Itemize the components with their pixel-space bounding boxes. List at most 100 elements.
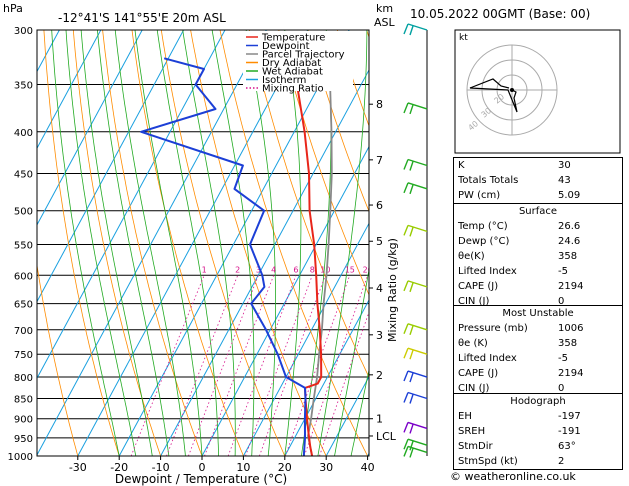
mixing-ratio-label: 4: [271, 265, 276, 274]
dry-adiabat: [102, 30, 203, 456]
wind-barb: [403, 347, 428, 360]
hodo-row: EH -197: [454, 409, 622, 424]
index-row: K 30: [454, 158, 622, 173]
pressure-tick-label: 700: [14, 326, 33, 337]
pressure-tick-label: 650: [14, 300, 33, 311]
wind-barb-flag: [403, 370, 409, 382]
wind-barb-flag: [409, 441, 414, 451]
wind-barb-flag: [409, 325, 414, 336]
isotherm: [37, 30, 102, 150]
legend-label: Dry Adiabat: [262, 58, 321, 69]
surface-row: Temp (°C) 26.6: [454, 219, 622, 234]
mixing-ratio-label: 20: [363, 265, 373, 274]
wind-barb-staff: [407, 224, 428, 233]
mixing-ratio-label: 1: [202, 265, 207, 274]
surface-label: θe(K): [458, 251, 485, 262]
surface-label: Dewp (°C): [458, 236, 510, 247]
wind-barb-flag: [403, 392, 409, 403]
hodo-label: SREH: [458, 426, 486, 437]
wind-barb-staff: [407, 280, 428, 288]
wet-adiabat: [317, 30, 368, 456]
temperature-tick-label: 40: [361, 461, 375, 474]
wind-barb-staff: [407, 438, 428, 446]
height-unit-label: km: [376, 2, 393, 15]
height-tick-label: 5: [376, 235, 383, 248]
pressure-tick-label: 900: [14, 415, 33, 426]
mu-value: -5: [558, 353, 568, 364]
surface-label: Lifted Index: [458, 266, 517, 277]
height-tick-label: 8: [376, 98, 383, 111]
mu-value: 358: [558, 338, 578, 349]
wind-barb-staff: [407, 182, 428, 190]
surface-row: CAPE (J) 2194: [454, 279, 622, 294]
isotherm: [160, 68, 369, 456]
isotherm: [37, 30, 143, 226]
surface-value: -5: [558, 266, 568, 277]
legend-label: Wet Adiabat: [262, 67, 323, 78]
wet-adiabat: [80, 30, 153, 456]
index-value: 5.09: [558, 190, 581, 201]
mixing-ratio-label: 3: [256, 265, 261, 274]
mu-label: CAPE (J): [458, 368, 499, 379]
mu-row: Lifted Index -5: [454, 351, 622, 366]
legend-label: Parcel Trajectory: [262, 50, 345, 61]
wind-barb: [403, 158, 428, 171]
mixing-ratio-line: [188, 275, 259, 456]
index-row: Totals Totals 43: [454, 173, 622, 188]
wind-barb-flag: [409, 424, 414, 434]
wind-barb-flag: [409, 161, 414, 171]
pressure-tick-label: 350: [14, 81, 33, 92]
hodo-label: StmDir: [458, 441, 493, 452]
hodograph-table: Hodograph EH -197 SREH -191 StmDir 63° StmS…: [453, 393, 623, 470]
temperature-tick-label: -10: [152, 461, 170, 474]
storm-motion-marker: [510, 88, 514, 92]
index-value: 43: [558, 175, 571, 186]
pressure-tick-label: 850: [14, 394, 33, 405]
dry-adiabat: [37, 262, 79, 456]
wind-barb-flag: [403, 182, 409, 194]
wind-barb-flag: [403, 422, 409, 433]
hodo-value: 63°: [558, 441, 576, 452]
wind-barb: [403, 323, 428, 336]
wind-barb-staff: [407, 158, 428, 167]
wet-adiabat: [182, 30, 236, 456]
mixing-ratio-label: 6: [293, 265, 298, 274]
wind-barb-staff: [407, 421, 428, 430]
surface-value: 2194: [558, 281, 584, 292]
legend-label: Mixing Ratio: [262, 84, 324, 95]
surface-row: Lifted Index -5: [454, 264, 622, 279]
mu-label: θe (K): [458, 338, 488, 349]
height-tick-label: 3: [376, 329, 383, 342]
isotherm: [325, 375, 369, 456]
wet-adiabat: [156, 30, 219, 456]
temperature-tick-label: -30: [69, 461, 87, 474]
wind-barb-flag: [409, 227, 414, 237]
wind-barb: [403, 370, 428, 383]
mu-row: CAPE (J) 2194: [454, 366, 622, 381]
isotherm: [201, 145, 369, 456]
wind-barb-flag: [403, 159, 409, 170]
wet-adiabat: [97, 30, 170, 456]
mixing-ratio-axis-label: Mixing Ratio (g/kg): [386, 238, 399, 342]
mu-value: 0: [558, 383, 565, 394]
wind-barb-flag: [409, 184, 414, 195]
pressure-tick-label: 600: [14, 271, 33, 282]
height-tick-label: 1: [376, 413, 383, 426]
mu-row: θe (K) 358: [454, 336, 622, 351]
datetime-label: 10.05.2022 00GMT (Base: 00): [410, 7, 591, 21]
temperature-tick-label: -20: [110, 461, 128, 474]
wind-barb-staff: [407, 102, 428, 110]
pressure-tick-label: 550: [14, 240, 33, 251]
mu-value: 1006: [558, 323, 584, 334]
dry-adiabat: [43, 30, 120, 456]
pressure-tick-label: 950: [14, 434, 33, 445]
mixing-ratio-line: [227, 275, 297, 456]
surface-label: CAPE (J): [458, 281, 499, 292]
mixing-ratio-line: [166, 275, 239, 456]
hodograph-frame: [454, 29, 621, 154]
isotherm: [37, 30, 226, 380]
wind-barb-staff: [407, 23, 428, 31]
wet-adiabat: [211, 30, 255, 456]
parcel-trajectory-line: [307, 84, 333, 456]
height-unit-sub-label: ASL: [374, 16, 396, 29]
